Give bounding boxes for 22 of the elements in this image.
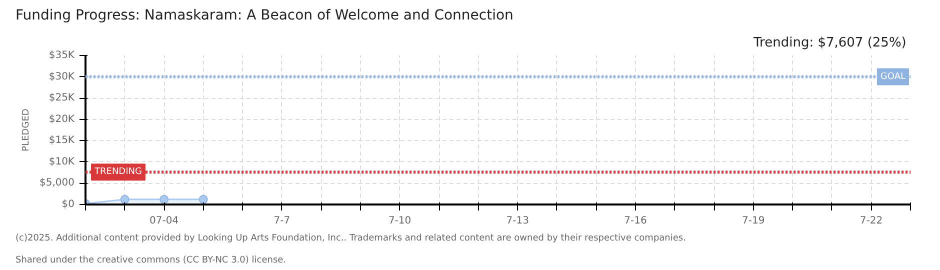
text: Shared under the creative commons (CC BY-NC 3.0) license. — [16, 256, 286, 266]
x-tick-label: 7-22 — [860, 216, 883, 226]
chart-subtitle: Trending: $7,607 (25%) — [752, 36, 906, 50]
x-tick-label: 7-16 — [624, 216, 647, 226]
ref-line-label: TRENDING — [94, 167, 142, 178]
x-tick-label: 7-13 — [506, 216, 529, 226]
text: (c)2025. Additional content provided by Looking Up Arts Foundation, Inc.. Trademarks and related content are owned by their respective companies. — [16, 234, 686, 244]
y-tick-label: $0 — [62, 199, 75, 210]
y-tick-label: $5,000 — [40, 178, 75, 189]
y-tick-label: $30K — [48, 71, 75, 82]
x-tick-label: 7-19 — [742, 216, 765, 226]
x-tick-label: 7-10 — [388, 216, 412, 226]
chart-title: Funding Progress: Namaskaram: A Beacon of Welcome and Connection — [16, 8, 514, 24]
y-axis-title: PLEDGED — [22, 108, 32, 152]
y-tick-label: $10K — [48, 156, 75, 168]
y-tick-label: $25K — [48, 92, 75, 104]
y-tick-label: $20K — [48, 114, 75, 125]
x-tick-label: 07-04 — [150, 216, 179, 226]
y-tick-label: $15K — [48, 135, 75, 146]
y-tick-label: $35K — [48, 50, 75, 61]
x-tick-label: 7-7 — [274, 216, 290, 226]
ref-line-label: GOAL — [880, 72, 906, 82]
